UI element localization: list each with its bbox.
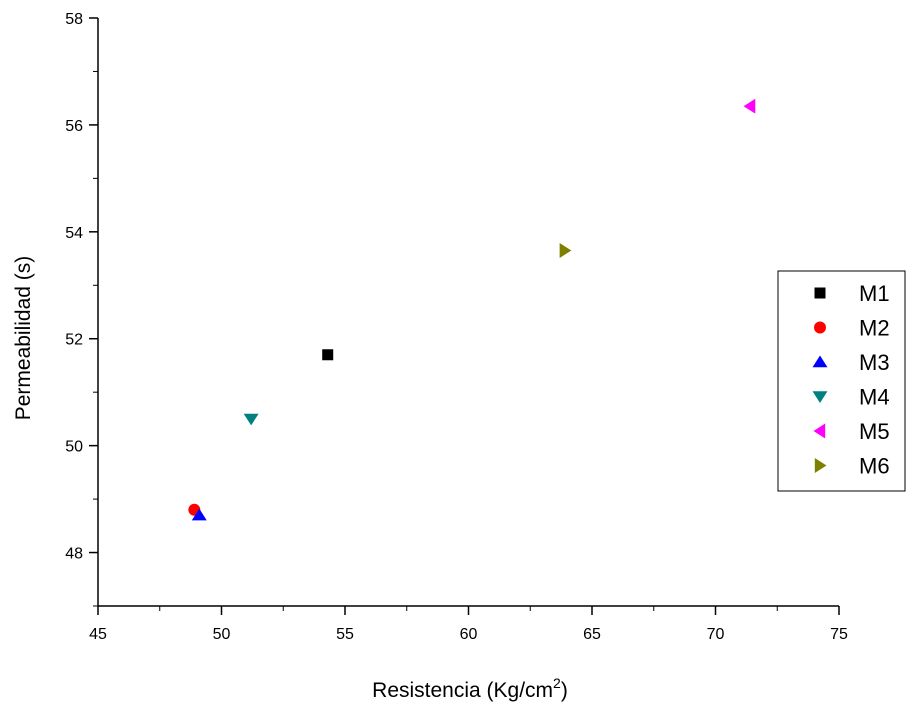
y-tick-label: 50 (65, 439, 83, 456)
x-tick-label: 45 (89, 626, 107, 643)
x-axis-label: Resistencia (Kg/cm2) (372, 675, 568, 702)
y-tick-label: 52 (65, 332, 83, 349)
x-axis-label-end: ) (561, 679, 568, 702)
legend-label-m1: M1 (859, 281, 890, 306)
x-tick-label: 70 (707, 626, 725, 643)
legend: M1 M2 M3 M4 M5 M6 (777, 270, 906, 492)
data-point-m6 (559, 243, 572, 259)
legend-label-m2: M2 (859, 316, 890, 341)
data-point-m1 (322, 349, 334, 361)
legend-label-m4: M4 (859, 385, 890, 410)
x-tick-label: 75 (830, 626, 848, 643)
legend-marker-m3 (812, 355, 828, 368)
axes (97, 18, 839, 607)
data-points (188, 98, 756, 521)
x-axis-label-superscript: 2 (553, 675, 561, 691)
legend-marker-m5 (813, 423, 826, 439)
x-axis-label-main: Resistencia (Kg/cm (372, 679, 553, 702)
legend-label-m5: M5 (859, 419, 890, 444)
data-point-m3 (191, 508, 207, 521)
x-tick-label: 55 (336, 626, 354, 643)
legend-label-m6: M6 (859, 454, 890, 479)
x-tick-label: 60 (460, 626, 478, 643)
y-tick-label: 48 (65, 546, 83, 563)
y-axis-label: Permeabilidad (s) (12, 256, 35, 421)
data-point-m5 (743, 98, 756, 114)
legend-marker-m1 (814, 287, 826, 299)
legend-marker-m6 (814, 458, 827, 473)
data-point-m4 (243, 413, 259, 426)
x-tick-label: 50 (213, 626, 231, 643)
legend-box (777, 270, 906, 492)
y-tick-label: 58 (65, 11, 83, 28)
y-tick-label: 54 (65, 225, 83, 242)
x-tick-label: 65 (583, 626, 601, 643)
legend-marker-m2 (814, 321, 826, 334)
ticks: 45 50 55 60 65 70 75 48 50 52 54 56 58 (65, 11, 848, 643)
legend-marker-m4 (812, 391, 828, 403)
y-tick-label: 56 (65, 118, 83, 135)
legend-label-m3: M3 (859, 350, 890, 375)
